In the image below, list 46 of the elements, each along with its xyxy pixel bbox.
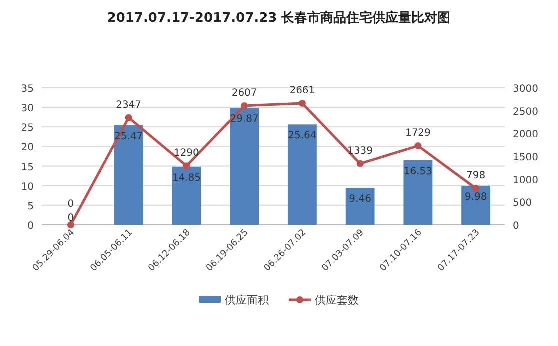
bar [230, 108, 260, 225]
y2-tick-label: 2500 [513, 106, 538, 118]
data-label: 16.53 [404, 166, 433, 178]
data-label: 1729 [405, 128, 431, 140]
data-label: 2607 [232, 88, 258, 99]
legend-label: 供应面积 [225, 294, 269, 307]
data-label: 9.46 [349, 194, 372, 205]
data-label: 2347 [116, 100, 142, 111]
data-label: 798 [466, 170, 486, 182]
y2-tick-label: 3000 [513, 84, 538, 95]
point [298, 100, 306, 107]
y-tick-label: 0 [28, 221, 34, 232]
y-tick-label: 15 [21, 162, 34, 174]
data-label: 1339 [348, 146, 374, 157]
point [183, 162, 190, 170]
bar [346, 188, 375, 225]
y-tick-label: 20 [21, 142, 34, 154]
data-label: 9.98 [464, 192, 488, 203]
point [414, 142, 422, 150]
data-label: 14.85 [172, 172, 202, 184]
y2-tick-label: 1000 [513, 175, 538, 186]
data-label: 29.87 [230, 114, 259, 126]
bar [288, 124, 317, 225]
point [241, 102, 248, 110]
bar [404, 160, 433, 225]
point [125, 114, 132, 122]
point [472, 185, 480, 192]
y-tick-label: 25 [21, 123, 34, 134]
bar [114, 125, 144, 225]
bar [172, 166, 202, 225]
chart-title: 2017.07.17-2017.07.23 长春市商品住宅供应量比对图 [107, 10, 451, 26]
y2-tick-label: 0 [513, 221, 520, 232]
y-tick-label: 35 [21, 84, 34, 95]
point [67, 222, 74, 228]
data-label: 0 [68, 199, 74, 210]
y-tick-label: 5 [28, 201, 34, 212]
data-label: 0 [68, 213, 74, 224]
legend-label: 供应套数 [315, 294, 359, 307]
y2-tick-label: 1500 [513, 152, 538, 164]
data-label: 2661 [290, 85, 316, 96]
y-tick-label: 10 [21, 182, 34, 193]
y2-tick-label: 500 [513, 198, 532, 210]
point [356, 160, 364, 168]
y-tick-label: 30 [21, 104, 34, 115]
data-label: 25.64 [288, 130, 317, 142]
y2-tick-label: 2000 [513, 130, 538, 141]
